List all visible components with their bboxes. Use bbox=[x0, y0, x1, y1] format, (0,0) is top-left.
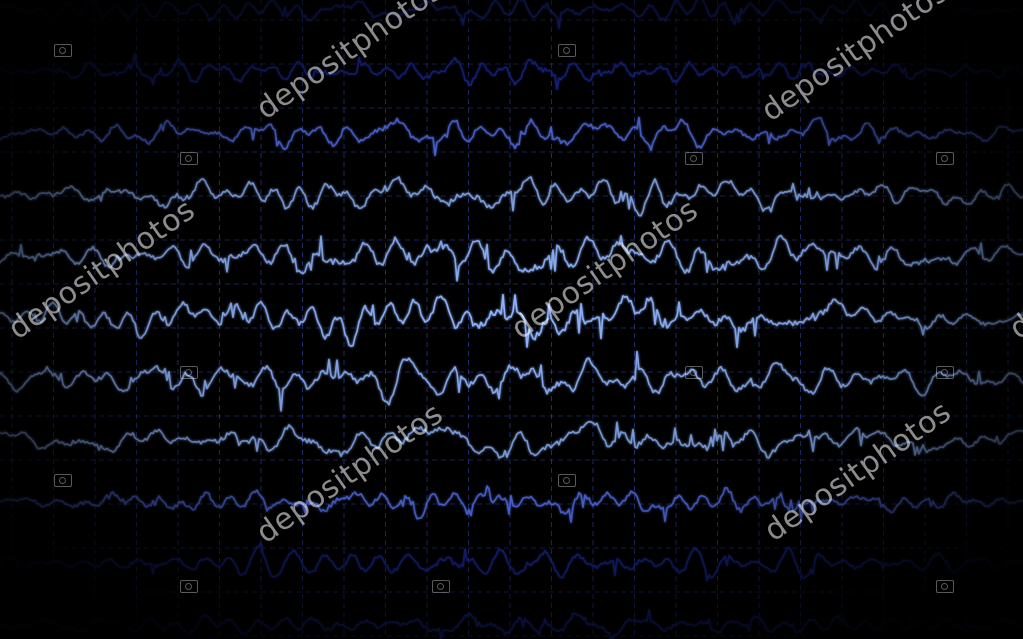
eeg-waveform-scene bbox=[0, 0, 1023, 639]
vignette bbox=[0, 0, 1023, 639]
